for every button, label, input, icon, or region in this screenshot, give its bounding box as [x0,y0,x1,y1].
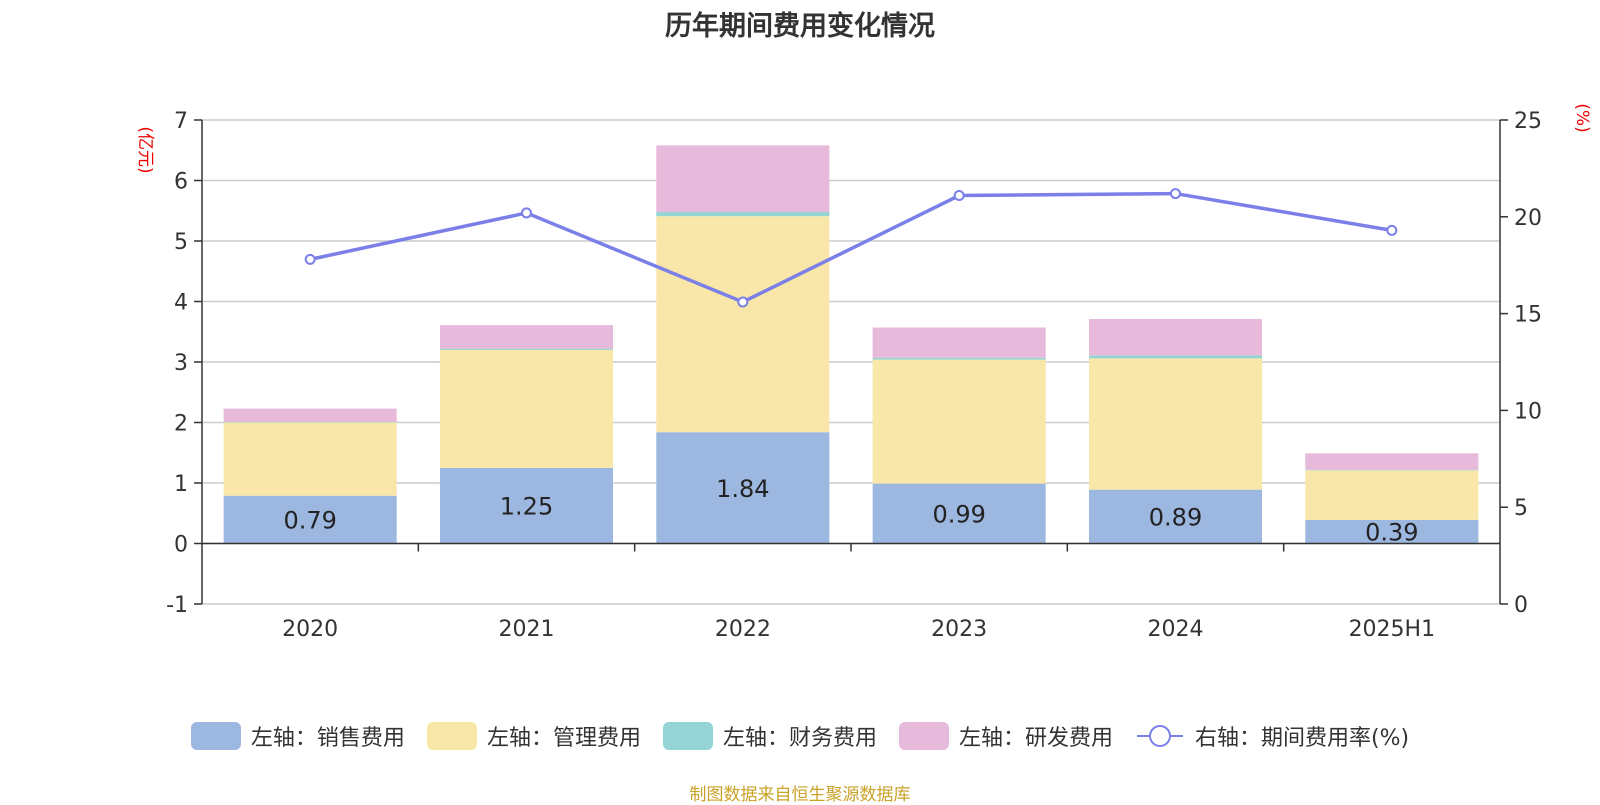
chart-plot: -1 0 1 2 3 4 5 6 7 0 5 10 15 20 25 (亿元) (%) 0.79 2020 1.25 2… [135,103,1592,642]
rate-point [1386,224,1398,236]
bar-admin [872,359,1046,484]
right-axis-unit: (%) [1572,103,1592,132]
bar-finance [223,421,397,423]
category-label: 2021 [499,617,555,642]
category-label: 2025H1 [1349,617,1436,642]
bar-rd [1305,453,1479,470]
data-label: 0.39 [1365,519,1418,547]
bar-admin [439,349,614,468]
bar-rd [656,145,830,212]
category-label: 2024 [1148,617,1204,642]
category-label: 2022 [715,617,771,642]
data-label: 0.99 [932,501,985,529]
bar-sales [223,495,397,544]
legend-label: 左轴：研发费用 [958,726,1113,751]
source-note: 制图数据来自恒生聚源数据库 [689,785,911,805]
legend-label: 左轴：管理费用 [486,726,641,751]
right-tick-label: 15 [1514,303,1542,328]
rect-swatch-icon [190,722,241,750]
rate-point [521,207,532,219]
bar-admin [1088,358,1263,490]
legend-item-admin[interactable]: 左轴：管理费用 [426,720,641,752]
bar-finance [439,348,614,350]
legend-item-rate[interactable]: 右轴：期间费用率(%) [1135,720,1409,752]
rect-swatch-icon [426,722,477,750]
legend-item-sales[interactable]: 左轴：销售费用 [190,720,405,752]
left-tick-label: 5 [174,230,188,255]
bar-sales [1305,519,1479,544]
bar-rd [439,325,614,349]
rate-point [953,190,965,202]
rate-point [304,253,316,265]
right-tick-label: 20 [1514,206,1542,231]
left-axis-unit: (亿元) [135,126,155,173]
bar-finance [656,211,830,217]
legend-item-rd[interactable]: 左轴：研发费用 [898,720,1113,752]
left-tick-label: 7 [174,109,188,134]
left-tick-label: 2 [174,412,188,437]
bar-rd [223,408,397,422]
bar-admin [223,422,397,496]
right-tick-label: 5 [1514,496,1528,521]
legend: 左轴：销售费用 左轴：管理费用 左轴：财务费用 左轴：研发费用 右轴：期间费用率(%) [0,720,1600,752]
data-label: 1.25 [500,493,553,521]
rect-swatch-icon [662,722,713,750]
bar-sales [656,432,830,544]
rate-point [737,296,749,308]
bar-rd [1088,319,1263,356]
right-tick-label: 25 [1514,109,1542,134]
category-label: 2023 [931,617,987,642]
left-tick-label: 1 [174,472,188,497]
left-tick-label: 0 [174,533,188,558]
legend-item-finance[interactable]: 左轴：财务费用 [662,720,877,752]
data-label: 1.84 [716,475,769,503]
bar-admin [1305,470,1479,520]
bar-rd [872,327,1046,358]
rate-line [309,191,1393,304]
data-label: 0.89 [1149,504,1202,532]
right-tick-label: 10 [1514,399,1542,424]
bar-admin [656,216,830,433]
left-tick-label: 3 [174,351,188,376]
chart-title: 历年期间费用变化情况 [665,11,935,42]
category-label: 2020 [282,617,338,642]
bar-sales [439,467,614,544]
legend-label: 左轴：财务费用 [722,726,877,751]
legend-label: 右轴：期间费用率(%) [1194,726,1410,751]
bar-sales [872,483,1046,544]
data-label: 0.79 [283,507,336,535]
left-tick-label: 4 [174,291,188,316]
left-tick-label: -1 [166,593,188,618]
bar-finance [872,357,1046,360]
line-circle-icon [1136,725,1183,747]
bar-sales [1088,489,1263,544]
bar-finance [1305,469,1479,471]
legend-label: 左轴：销售费用 [250,726,405,751]
left-tick-label: 6 [174,170,188,195]
rate-point [1170,188,1181,200]
bar-finance [1088,355,1263,359]
right-tick-label: 0 [1514,593,1528,618]
rect-swatch-icon [898,722,949,750]
